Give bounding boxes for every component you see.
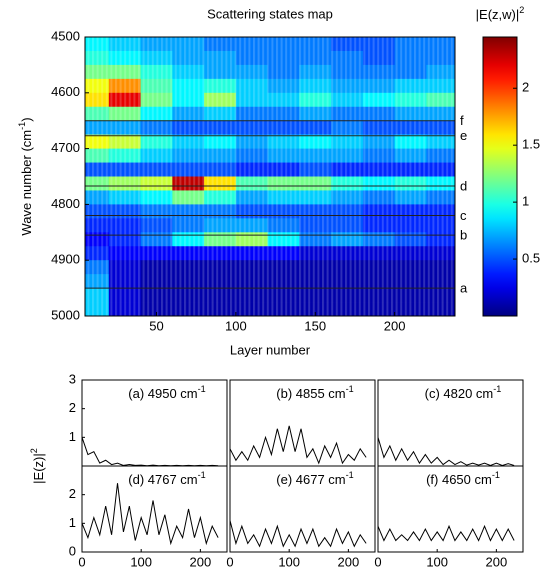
panel-label: (d) 4767 cm-1 <box>128 470 205 487</box>
y-tick-label: 5000 <box>51 307 80 322</box>
stripes <box>85 37 455 316</box>
line-series <box>229 520 367 548</box>
line-series <box>81 483 219 546</box>
chart-title: Scattering states map <box>207 6 333 21</box>
y-tick-label: 4800 <box>51 196 80 211</box>
panel-label-part: -1 <box>493 384 501 394</box>
panel-label-part: (e) 4677 cm <box>276 472 345 487</box>
y-axis-label-part: Wave number (cm <box>19 130 34 236</box>
panel-label: (a) 4950 cm-1 <box>128 384 205 401</box>
y-axis-label-part: |E(z)| <box>31 453 46 484</box>
y-axis-label-part: -1 <box>17 122 27 130</box>
panel-label-part: -1 <box>346 470 354 480</box>
colorbar-tick-label: 1 <box>522 194 529 209</box>
y-tick-label: 2 <box>69 400 76 415</box>
x-tick-label: 0 <box>78 554 85 569</box>
y-tick-label: 1 <box>69 515 76 530</box>
y-axis-label: Wave number (cm-1) <box>17 117 34 235</box>
panel-label-part: (c) 4820 cm <box>425 386 494 401</box>
panel-label: (e) 4677 cm-1 <box>276 470 353 487</box>
y-tick-label: 3 <box>69 371 76 386</box>
marker-label: e <box>460 128 467 143</box>
panel-label-part: (b) 4855 cm <box>276 386 345 401</box>
panel-label-part: -1 <box>198 384 206 394</box>
y-axis-label: |E(z)|2 <box>29 448 46 484</box>
y-tick-label: 2 <box>69 486 76 501</box>
x-axis-label: Layer number <box>230 342 311 357</box>
y-tick-label: 0 <box>69 543 76 558</box>
panel-label-part: -1 <box>198 470 206 480</box>
x-tick-label: 0 <box>226 554 233 569</box>
marker-label: c <box>460 208 467 223</box>
panel-frame <box>377 465 524 553</box>
line-series <box>377 524 515 542</box>
panel-frame <box>229 465 376 553</box>
colorbar <box>482 36 518 317</box>
line-series <box>81 437 219 467</box>
x-tick-label: 200 <box>384 318 406 333</box>
colorbar-label-part: |E(z,w)| <box>476 7 520 22</box>
x-tick-label: 50 <box>149 318 163 333</box>
colorbar-tick-label: 0.5 <box>522 250 540 265</box>
x-tick-label: 100 <box>426 554 448 569</box>
panel-label: (b) 4855 cm-1 <box>276 384 353 401</box>
x-tick-label: 200 <box>190 554 212 569</box>
x-tick-label: 200 <box>338 554 360 569</box>
panel-label: (c) 4820 cm-1 <box>425 384 502 401</box>
line-series <box>229 425 367 465</box>
panel-label-part: (f) 4650 cm <box>426 472 492 487</box>
colorbar-tick-label: 1.5 <box>522 137 540 152</box>
y-tick-label: 4900 <box>51 252 80 267</box>
line-series <box>377 437 515 466</box>
y-tick-label: 4600 <box>51 84 80 99</box>
y-tick-label: 4700 <box>51 140 80 155</box>
panel-label-part: (d) 4767 cm <box>128 472 197 487</box>
colorbar-tick-label: 2 <box>522 80 529 95</box>
colorbar-label: |E(z,w)|2 <box>476 5 525 22</box>
x-tick-label: 100 <box>278 554 300 569</box>
x-tick-label: 150 <box>304 318 326 333</box>
panel-label-part: (a) 4950 cm <box>128 386 197 401</box>
y-axis-label-part: ) <box>19 117 34 121</box>
panel-label-part: -1 <box>492 470 500 480</box>
x-tick-label: 100 <box>130 554 152 569</box>
x-tick-label: 0 <box>374 554 381 569</box>
panel-frame <box>81 465 228 553</box>
marker-label: f <box>460 113 464 128</box>
panel-label: (f) 4650 cm-1 <box>426 470 500 487</box>
plot-frame <box>84 36 456 317</box>
x-tick-label: 100 <box>225 318 247 333</box>
y-tick-label: 4500 <box>51 28 80 43</box>
marker-label: d <box>460 178 467 193</box>
marker-label: b <box>460 228 467 243</box>
y-axis-label-part: 2 <box>29 448 39 453</box>
colorbar-label-part: 2 <box>519 5 524 15</box>
panel-label-part: -1 <box>346 384 354 394</box>
marker-label: a <box>460 281 468 296</box>
x-tick-label: 200 <box>486 554 508 569</box>
y-tick-label: 1 <box>69 429 76 444</box>
